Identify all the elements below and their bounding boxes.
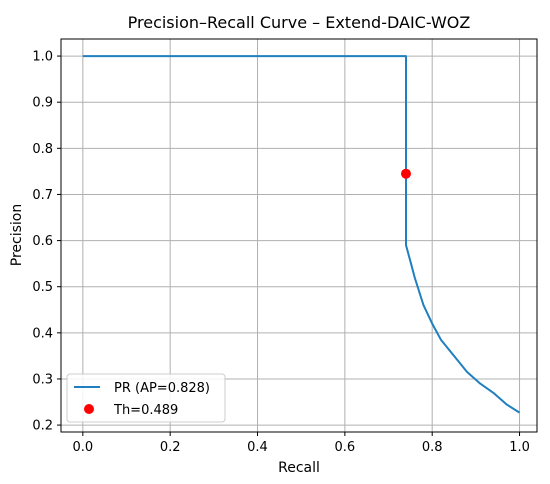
y-tick-label: 0.5 [32,280,53,295]
y-tick-label: 0.4 [32,326,53,341]
plot-data [82,55,521,414]
x-tick-label: 0.8 [422,440,443,455]
axis-ticks: 0.0 0.2 0.4 0.6 0.8 1.0 0.2 0.3 0.4 0.5 0.6 0.7 0.8 0… [32,50,530,455]
legend-dot-swatch [84,404,94,414]
y-tick-label: 0.8 [32,142,53,157]
legend-box [66,373,226,423]
y-tick-label: 0.9 [32,96,53,111]
x-tick-label: 0.6 [335,440,356,455]
y-tick-label: 0.6 [32,234,53,249]
legend-label-pr: PR (AP=0.828) [114,381,210,396]
y-tick-label: 0.2 [32,419,53,434]
x-axis-title: Recall [278,460,320,476]
pr-curve-line [82,55,521,414]
legend: PR (AP=0.828) Th=0.489 [66,373,226,423]
grid-lines [61,39,537,432]
y-tick-label: 0.3 [32,372,53,387]
x-tick-label: 0.4 [247,440,268,455]
x-tick-label: 0.0 [72,440,93,455]
threshold-point [400,168,411,179]
y-tick-label: 0.7 [32,188,53,203]
plot-frame [60,38,538,433]
x-tick-label: 0.2 [160,440,181,455]
x-tick-label: 1.0 [509,440,530,455]
chart-title: Precision–Recall Curve – Extend-DAIC-WOZ [128,13,471,32]
legend-label-threshold: Th=0.489 [113,403,178,418]
y-tick-label: 1.0 [32,50,53,65]
y-axis-title: Precision [9,204,25,266]
